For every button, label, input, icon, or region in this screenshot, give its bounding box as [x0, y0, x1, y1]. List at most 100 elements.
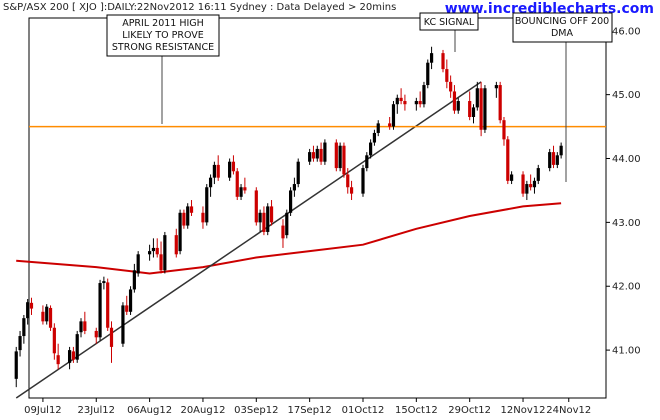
candle	[281, 219, 285, 248]
candle-body	[346, 174, 350, 188]
candle-body	[106, 282, 110, 328]
candle-body	[109, 327, 114, 347]
candle	[323, 139, 327, 165]
candle	[201, 206, 205, 229]
candle	[205, 184, 209, 226]
candle	[239, 184, 243, 201]
x-tick-label: 29Oct12	[448, 405, 491, 416]
candle-body	[342, 145, 346, 175]
x-tick-label: 09Jul12	[24, 405, 62, 416]
candle	[315, 145, 319, 162]
candle-body	[254, 190, 258, 223]
candle	[506, 136, 510, 185]
candle-body	[376, 123, 380, 133]
candle	[94, 327, 98, 344]
candle-body	[483, 88, 487, 130]
candle-body	[441, 53, 445, 70]
x-tick-label: 12Nov12	[501, 405, 546, 416]
trendline	[15, 81, 482, 399]
candle-body	[418, 101, 422, 105]
x-tick-label: 03Sep12	[234, 405, 278, 416]
candle	[468, 91, 472, 121]
candle	[529, 174, 533, 191]
candle-body	[414, 101, 418, 105]
candle	[319, 142, 323, 165]
y-tick-label: 44.00	[612, 154, 641, 165]
candle-body	[235, 171, 239, 197]
candle-body	[201, 212, 205, 223]
candle-body	[121, 305, 125, 344]
candle-body	[426, 62, 430, 86]
y-tick-label: 42.00	[612, 282, 641, 293]
candle-body	[334, 142, 338, 169]
candle-body	[151, 247, 156, 252]
candle	[148, 244, 152, 261]
candle-body	[365, 155, 369, 169]
candle	[231, 155, 236, 175]
candle-body	[45, 306, 49, 322]
y-tick-label: 45.00	[612, 90, 641, 101]
candle	[456, 97, 460, 114]
candle-body	[311, 152, 316, 159]
candle-body	[67, 350, 72, 363]
candle	[254, 187, 258, 226]
candle	[349, 180, 354, 201]
candle-body	[174, 235, 178, 255]
y-tick-label: 43.00	[612, 218, 641, 229]
x-axis: 09Jul12 23Jul12 06Aug12 20Aug12 03Sep12 17Sep…	[24, 398, 591, 416]
candle-body	[559, 145, 563, 156]
annotation-kc-box	[419, 12, 479, 31]
candle	[186, 203, 190, 229]
x-tick-label: 20Aug12	[180, 405, 225, 416]
candle-body	[494, 85, 498, 89]
candle	[67, 346, 72, 370]
candle-body	[471, 107, 476, 117]
candle-body	[14, 351, 18, 379]
candle-body	[285, 212, 289, 236]
candle-layer	[14, 46, 563, 388]
candle-body	[502, 120, 506, 140]
annotation-kc-text: KC SIGNAL	[424, 17, 475, 28]
candle-body	[231, 161, 236, 172]
candle	[22, 314, 26, 344]
candle	[429, 46, 434, 70]
candle-body	[468, 101, 472, 117]
candle-body	[388, 123, 392, 127]
candle	[502, 116, 506, 146]
candle	[121, 302, 125, 347]
candle	[422, 81, 426, 108]
candle	[18, 330, 22, 357]
candle	[395, 94, 399, 114]
candle	[342, 142, 346, 178]
candle	[29, 297, 34, 315]
annotation-resistance-line-3: STRONG RESISTANCE	[112, 42, 214, 53]
annotation-bouncing: BOUNCING OFF 200 DMA	[512, 12, 613, 182]
candle-body	[498, 85, 502, 121]
x-tick-label: 17Sep12	[287, 405, 331, 416]
annotation-bouncing-line-2: DMA	[551, 28, 574, 39]
candle	[551, 145, 556, 169]
x-tick-label: 01Oct12	[342, 405, 385, 416]
candle-body	[449, 81, 453, 92]
candle	[334, 139, 338, 172]
y-tick-label: 41.00	[612, 346, 641, 357]
candle-body	[163, 235, 167, 271]
candle-body	[228, 161, 232, 178]
candle	[235, 168, 239, 201]
candle-body	[525, 184, 529, 194]
candle	[178, 209, 182, 255]
candle-body	[521, 174, 525, 194]
candle-body	[83, 321, 87, 331]
candle	[98, 279, 102, 341]
candle-body	[205, 187, 209, 223]
candle	[365, 152, 369, 172]
candle	[521, 171, 525, 197]
candle	[71, 346, 75, 363]
candle	[269, 200, 274, 226]
candle-body	[178, 212, 182, 252]
candle	[510, 171, 514, 185]
candle	[125, 295, 129, 315]
candle	[182, 209, 186, 229]
annotation-bouncing-box	[512, 12, 613, 43]
